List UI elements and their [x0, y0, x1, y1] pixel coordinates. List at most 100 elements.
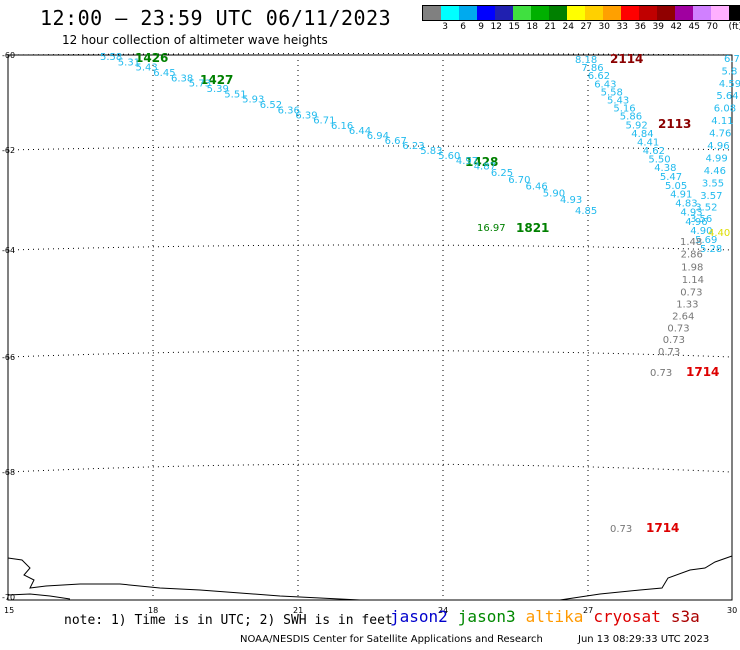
- legend-label: 45: [688, 22, 700, 32]
- legend-swatch: [477, 6, 495, 20]
- wave-value: 6.39: [295, 111, 317, 122]
- wave-track-2: 8.187.866.626.435.585.435.165.865.924.84…: [575, 55, 722, 255]
- wave-value: 6.44: [349, 126, 371, 137]
- legend-label: 15: [508, 22, 520, 32]
- wave-track-3: 6.75.84.595.646.084.114.764.964.994.463.…: [690, 54, 740, 225]
- wave-value: 5.05: [665, 181, 687, 192]
- satellite-name: jason2: [390, 607, 448, 626]
- wave-value: 6.25: [491, 168, 513, 179]
- wave-value: 6.23: [402, 141, 424, 152]
- legend-label: 27: [580, 22, 592, 32]
- wave-value: 6.7: [724, 54, 740, 65]
- pass-label: 1821: [516, 221, 549, 235]
- pass-label: 2114: [610, 52, 643, 66]
- wave-value: 5.8: [722, 66, 738, 77]
- wave-value: 5.31: [118, 57, 140, 68]
- wave-value: 3.56: [690, 214, 712, 225]
- wave-value: 4.83: [675, 199, 697, 210]
- legend-label: 21: [544, 22, 556, 32]
- page-title: 12:00 – 23:59 UTC 06/11/2023: [40, 6, 392, 30]
- wave-value: 2.86: [681, 250, 703, 261]
- wave-value: 4.46: [704, 166, 726, 177]
- wave-value: 3.52: [695, 203, 717, 214]
- wave-value-yellow: 4.40: [708, 228, 730, 239]
- legend-label: 39: [652, 22, 664, 32]
- wave-value: 6.16: [331, 121, 353, 132]
- wave-value: 6.08: [714, 104, 736, 115]
- wave-value: 4.59: [719, 79, 740, 90]
- pass-label: 1428: [465, 155, 498, 169]
- lon-label: 27: [583, 606, 593, 615]
- wave-value: 4.84: [631, 129, 653, 140]
- lat-label: -66: [2, 353, 15, 362]
- wave-value: 1.33: [676, 300, 698, 311]
- coastline-east: [559, 555, 733, 601]
- wave-value: 3.57: [700, 191, 722, 202]
- wave-value: 6.43: [594, 79, 616, 90]
- wave-value: 4.11: [711, 116, 733, 127]
- wave-value: 5.60: [438, 151, 460, 162]
- generated-timestamp: Jun 13 08:29:33 UTC 2023: [578, 634, 710, 645]
- lon-label: 24: [438, 606, 448, 615]
- lat-label: -70: [2, 593, 15, 602]
- legend-swatch: [729, 6, 740, 20]
- wave-value: 5.47: [660, 172, 682, 183]
- lat-label: -64: [2, 246, 15, 255]
- wave-value: 5.92: [626, 120, 648, 131]
- legend-swatch: [423, 6, 441, 20]
- wave-value: 7.86: [581, 63, 603, 74]
- wave-value: 5.86: [620, 112, 642, 123]
- credit-text: NOAA/NESDIS Center for Satellite Applica…: [240, 634, 543, 645]
- wave-value: 2.64: [672, 312, 694, 323]
- legend-label: 9: [478, 22, 484, 32]
- wave-value: 5.43: [607, 96, 629, 107]
- wave-value: 5.90: [543, 188, 565, 199]
- wave-track-gray: 1.482.861.981.140.731.332.640.730.730.73: [658, 237, 704, 358]
- wave-value: 4.91: [670, 190, 692, 201]
- legend-label: 6: [460, 22, 466, 32]
- legend-swatches: [422, 5, 740, 21]
- wave-value: 5.69: [695, 235, 717, 246]
- wave-track-1: 5.585.315.436.456.385.735.395.515.936.52…: [100, 52, 597, 217]
- wave-value: 5.28: [700, 244, 722, 255]
- wave-value: 1.98: [681, 262, 703, 273]
- legend-swatch: [603, 6, 621, 20]
- legend-swatch: [513, 6, 531, 20]
- wave-value: 5.39: [207, 84, 229, 95]
- wave-value: 5.83: [420, 146, 442, 157]
- wave-value-green: 16.97: [477, 223, 506, 234]
- legend-swatch: [441, 6, 459, 20]
- wave-value: 6.70: [508, 175, 530, 186]
- wave-value: 4.93: [680, 208, 702, 219]
- wave-value: 4.93: [560, 195, 582, 206]
- satellite-name: altika: [525, 607, 584, 626]
- legend-swatch: [675, 6, 693, 20]
- wave-value: 5.51: [224, 89, 246, 100]
- wave-value: 4.96: [685, 217, 707, 228]
- wave-value: 6.62: [588, 71, 610, 82]
- coastline-sw: [7, 593, 71, 600]
- wave-value: 5.50: [648, 155, 670, 166]
- wave-value: 0.73: [680, 288, 702, 299]
- wave-value: 4.90: [690, 226, 712, 237]
- legend-label: 70: [706, 22, 718, 32]
- wave-value: 5.73: [189, 79, 211, 90]
- legend-label: 12: [490, 22, 502, 32]
- meridian-grid: [152, 60, 589, 600]
- legend-label: 36: [634, 22, 646, 32]
- legend-label: 33: [616, 22, 628, 32]
- wave-value: 6.67: [385, 136, 407, 147]
- lat-label: -60: [2, 51, 15, 60]
- wave-value: 4.41: [637, 138, 659, 149]
- wave-value: 6.46: [526, 182, 548, 193]
- legend-swatch: [621, 6, 639, 20]
- pass-label: 1426: [135, 51, 168, 65]
- lon-label: 18: [148, 606, 158, 615]
- wave-value: 6.36: [278, 105, 300, 116]
- wave-value: 4.96: [707, 141, 729, 152]
- page-subtitle: 12 hour collection of altimeter wave hei…: [62, 33, 328, 47]
- legend-swatch: [495, 6, 513, 20]
- lat-label: -62: [2, 146, 15, 155]
